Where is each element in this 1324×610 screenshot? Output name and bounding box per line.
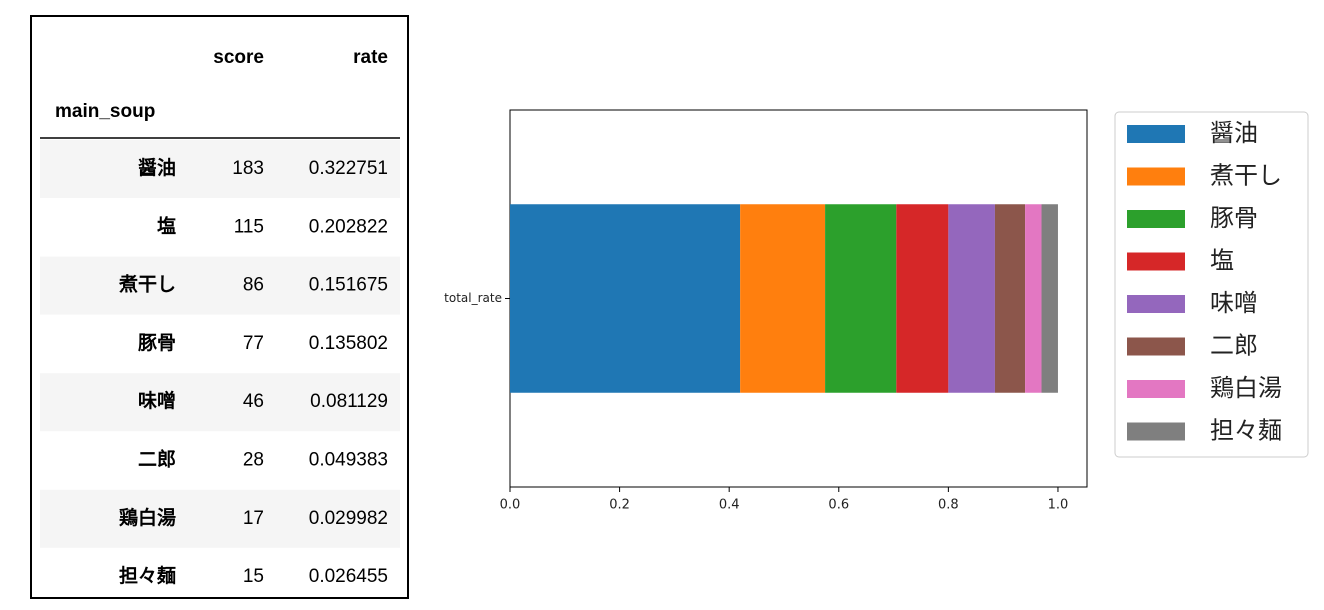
table-cell: 17 [243,508,264,529]
table-cell: 77 [243,333,264,354]
row-label: 鶏白湯 [119,506,176,529]
row-stripe [40,373,400,432]
row-label: 醤油 [138,156,176,179]
index-name: main_soup [55,101,155,122]
table-cell: 0.026455 [309,566,388,587]
x-tick-label: 0.2 [609,498,630,513]
row-stripe [40,140,400,198]
legend-frame [1114,111,1309,458]
table-cell: 46 [243,391,264,412]
bar-segment [1025,204,1042,393]
x-tick-label: 0.4 [719,498,740,513]
row-label: 担々麺 [119,564,176,587]
x-tick-label: 1.0 [1048,498,1069,513]
table-cell: 0.322751 [309,158,388,179]
row-stripe [40,256,400,315]
table-cell: 183 [232,158,264,179]
legend-label: 鶏白湯 [1210,374,1282,402]
legend-swatch [1127,252,1185,271]
row-label: 煮干し [118,273,176,296]
table-cell: 0.081129 [310,391,388,412]
legend-swatch [1127,167,1185,186]
legend-label: 醤油 [1210,119,1258,147]
bar-segment [1041,204,1058,393]
table-cell: 15 [243,566,264,587]
table-cell: 0.202822 [309,216,388,237]
x-tick-label: 0.0 [500,498,521,513]
bar-segment [740,204,826,393]
legend-swatch [1127,295,1185,313]
bar-segment [825,204,897,393]
column-header: rate [353,47,388,68]
x-tick-label: 0.8 [938,498,959,513]
bar-segment [948,204,995,393]
legend-label: 担々麺 [1210,417,1282,445]
column-header: score [213,47,264,68]
bar-segment [896,204,949,393]
legend-label: 煮干し [1210,162,1282,190]
legend-swatch [1127,380,1185,398]
table-cell: 0.135802 [309,333,388,354]
table-cell: 0.151675 [309,275,388,296]
legend-label: 塩 [1210,247,1234,275]
legend-label: 二郎 [1210,332,1258,360]
legend-swatch [1127,210,1185,228]
table-cell: 0.049383 [309,450,388,471]
legend-label: 豚骨 [1210,204,1258,232]
bar-segment [994,204,1026,393]
table-cell: 115 [234,216,264,237]
row-label: 塩 [157,214,176,237]
y-tick-label: total_rate [444,291,502,305]
legend-swatch [1127,125,1185,143]
row-label: 味噌 [138,389,176,412]
legend-label: 味噌 [1210,289,1258,317]
row-stripe [40,489,400,548]
table-cell: 0.029982 [309,508,388,529]
bar-segment [510,204,741,393]
table-cell: 86 [243,275,264,296]
legend-swatch [1127,422,1185,441]
legend-swatch [1127,337,1185,356]
row-label: 豚骨 [138,332,176,354]
row-label: 二郎 [138,448,176,471]
table-cell: 28 [243,450,264,471]
x-tick-label: 0.6 [828,498,849,513]
